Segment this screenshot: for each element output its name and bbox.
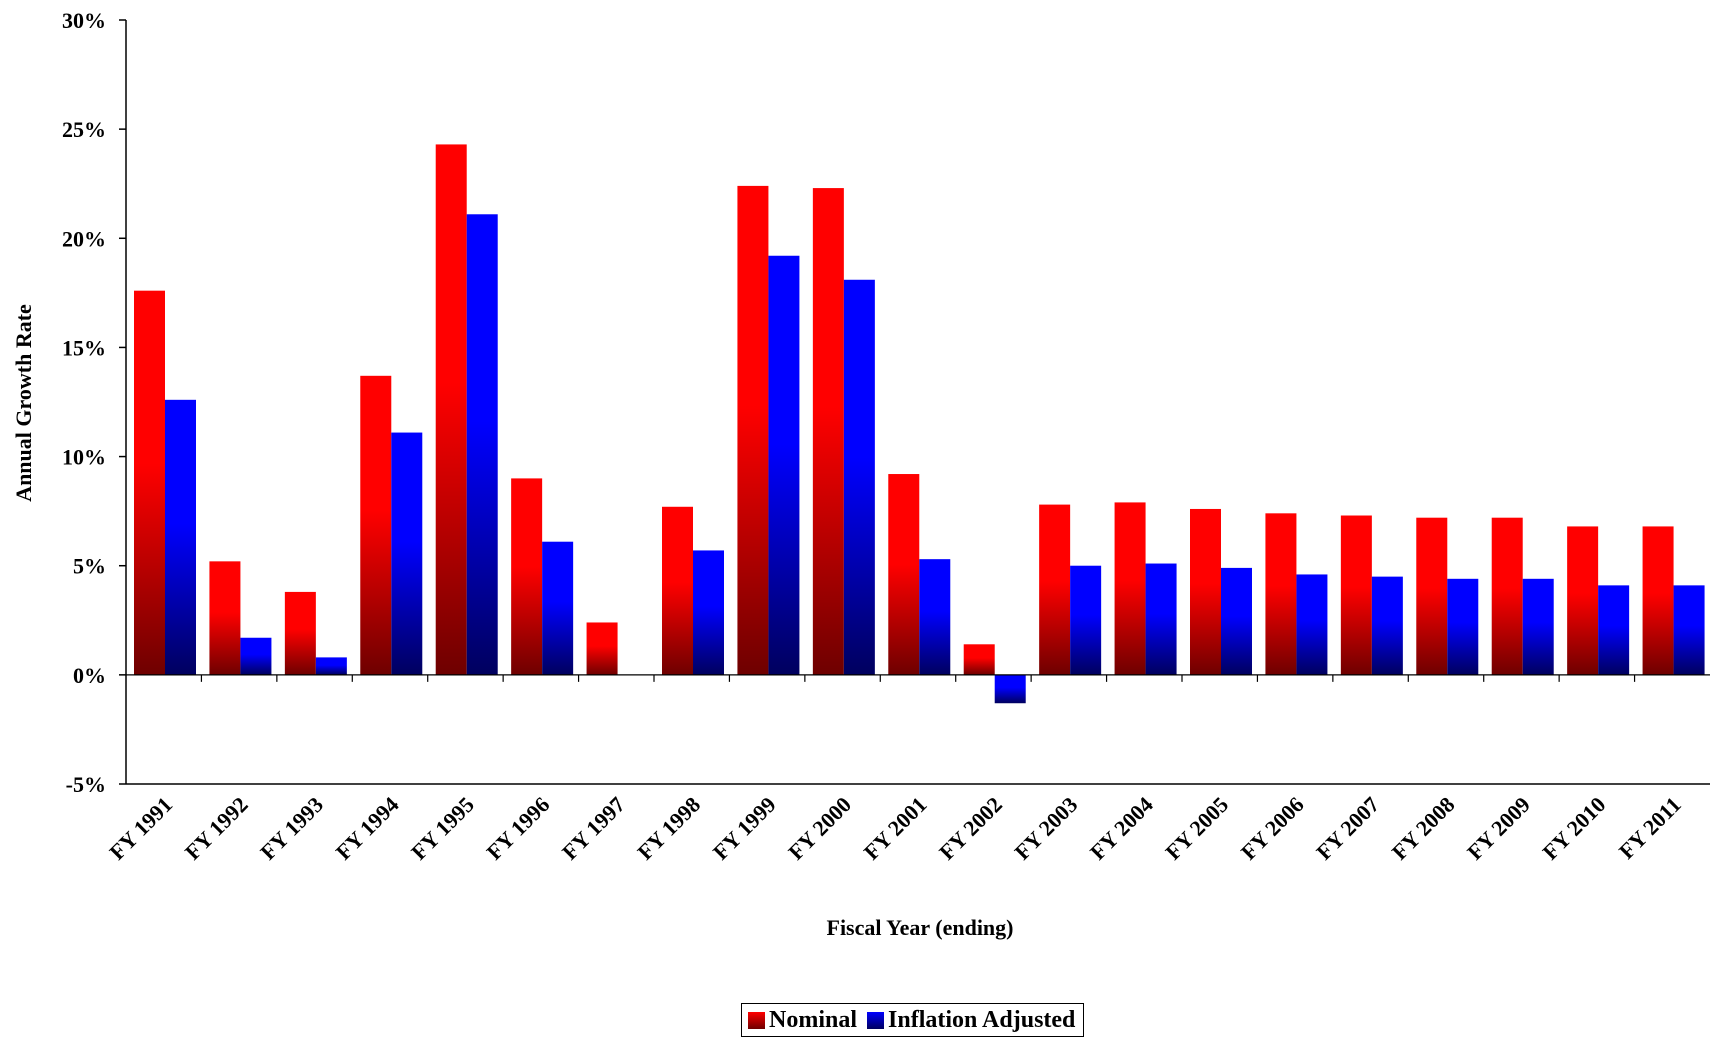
bar-nominal-fy-1998	[662, 506, 693, 675]
bar-inflation-adjusted-fy-2010	[1598, 585, 1630, 675]
bar-inflation-adjusted-fy-1998	[693, 550, 724, 675]
bar-nominal-fy-2006	[1265, 513, 1297, 675]
legend-item-nominal: Nominal	[748, 1007, 857, 1034]
bar-inflation-adjusted-fy-2004	[1145, 563, 1177, 675]
bar-inflation-adjusted-fy-2001	[919, 559, 951, 675]
x-tick-label: FY 1995	[406, 792, 479, 865]
bar-inflation-adjusted-fy-2009	[1522, 578, 1554, 675]
y-tick-label: 15%	[62, 335, 106, 360]
y-axis-title: Annual Growth Rate	[11, 304, 36, 502]
bar-inflation-adjusted-fy-2011	[1673, 585, 1705, 675]
bar-inflation-adjusted-fy-2007	[1371, 576, 1403, 675]
y-tick-label: 5%	[73, 554, 106, 579]
x-tick-label: FY 1992	[180, 792, 253, 865]
bar-inflation-adjusted-fy-1996	[542, 541, 574, 675]
x-tick-label: FY 2005	[1160, 792, 1233, 865]
bar-nominal-fy-2011	[1642, 526, 1674, 675]
x-tick-label: FY 1999	[708, 792, 781, 865]
bar-inflation-adjusted-fy-1994	[391, 432, 423, 675]
bar-nominal-fy-2010	[1567, 526, 1599, 675]
bar-inflation-adjusted-fy-2005	[1221, 567, 1252, 675]
bar-nominal-fy-1992	[209, 561, 241, 675]
bar-nominal-fy-1993	[284, 591, 316, 675]
x-tick-label: FY 2000	[783, 792, 856, 865]
bar-inflation-adjusted-fy-2000	[843, 279, 875, 675]
bar-nominal-fy-1994	[360, 375, 392, 675]
y-tick-label: 10%	[62, 445, 106, 470]
bar-nominal-fy-1991	[134, 290, 165, 675]
bar-inflation-adjusted-fy-1999	[768, 255, 800, 675]
legend-label-inflation-adjusted: Inflation Adjusted	[888, 1006, 1076, 1033]
bar-nominal-fy-1995	[435, 144, 467, 675]
legend: Nominal Inflation Adjusted	[741, 1003, 1085, 1037]
bar-inflation-adjusted-fy-2002	[994, 674, 1026, 704]
bar-inflation-adjusted-fy-2008	[1447, 578, 1479, 675]
bar-nominal-fy-2002	[963, 644, 995, 675]
bar-inflation-adjusted-fy-2006	[1296, 574, 1328, 675]
bar-nominal-fy-2008	[1416, 517, 1448, 675]
legend-swatch-nominal	[748, 1011, 765, 1029]
bar-inflation-adjusted-fy-1993	[315, 657, 347, 675]
bar-nominal-fy-2005	[1190, 508, 1221, 675]
x-tick-label: FY 2011	[1614, 792, 1686, 864]
bar-inflation-adjusted-fy-1995	[466, 214, 498, 675]
x-tick-label: FY 2003	[1010, 792, 1083, 865]
x-tick-label: FY 2002	[934, 792, 1007, 865]
legend-item-inflation-adjusted: Inflation Adjusted	[867, 1007, 1075, 1034]
x-tick-label: FY 2004	[1085, 792, 1158, 865]
legend-label-nominal: Nominal	[769, 1006, 858, 1033]
x-tick-label: FY 2010	[1538, 792, 1611, 865]
y-tick-label: 30%	[62, 8, 106, 33]
x-tick-label: FY 1998	[632, 792, 705, 865]
x-tick-label: FY 2009	[1462, 792, 1535, 865]
x-tick-label: FY 1991	[104, 792, 177, 865]
legend-swatch-inflation-adjusted	[867, 1011, 885, 1029]
bar-nominal-fy-1999	[737, 185, 769, 675]
bar-inflation-adjusted-fy-2003	[1070, 565, 1102, 675]
bar-nominal-fy-2000	[812, 188, 844, 675]
x-tick-label: FY 1996	[482, 792, 555, 865]
x-tick-label: FY 2006	[1236, 792, 1309, 865]
plot-area: -5%0%5%10%15%20%25%30%FY 1991 FY 1992 FY 1…	[62, 8, 1710, 865]
x-tick-label: FY 2008	[1387, 792, 1460, 865]
x-tick-label: FY 2007	[1311, 792, 1384, 865]
bar-inflation-adjusted-fy-1992	[240, 637, 272, 675]
bar-nominal-fy-2004	[1114, 502, 1146, 675]
x-tick-label: FY 1994	[331, 792, 404, 865]
y-tick-label: 20%	[62, 226, 106, 251]
x-tick-label: FY 1997	[557, 792, 630, 865]
bar-nominal-fy-1997	[586, 622, 618, 675]
x-axis-title: Fiscal Year (ending)	[827, 915, 1014, 940]
x-tick-label: FY 1993	[255, 792, 328, 865]
y-tick-label: 25%	[62, 117, 106, 142]
y-tick-label: 0%	[73, 663, 106, 688]
bar-nominal-fy-2003	[1039, 504, 1071, 675]
bar-nominal-fy-2007	[1340, 515, 1372, 675]
bar-nominal-fy-2009	[1491, 517, 1523, 675]
x-tick-label: FY 2001	[859, 792, 932, 865]
bar-nominal-fy-1996	[511, 478, 543, 675]
bar-inflation-adjusted-fy-1991	[165, 399, 196, 675]
bar-nominal-fy-2001	[888, 474, 920, 675]
y-tick-label: -5%	[66, 772, 106, 797]
